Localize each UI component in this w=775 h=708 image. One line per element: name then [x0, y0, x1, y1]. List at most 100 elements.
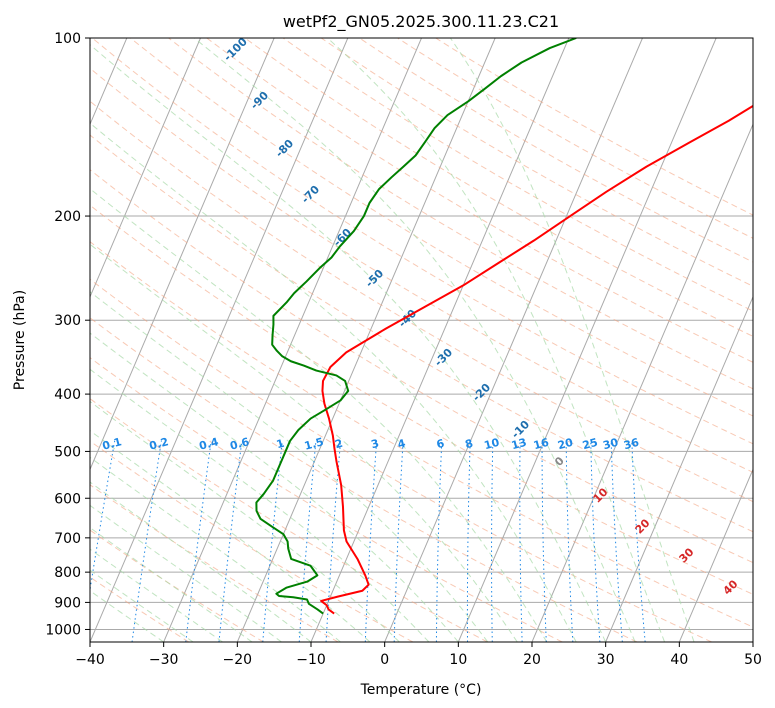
moist-adiabat-line [90, 44, 607, 642]
isotherm-label: -30 [432, 346, 455, 369]
mixing-ratio-label: 16 [532, 436, 550, 453]
mixing-ratio-label: 3 [370, 437, 381, 452]
moist-adiabat-line [90, 291, 489, 642]
mixing-ratio-line [590, 440, 601, 642]
y-tick-label: 500 [54, 444, 81, 460]
isotherm-line [605, 295, 753, 642]
mixing-ratio-label: 8 [464, 437, 475, 452]
y-tick-label: 100 [54, 31, 81, 47]
moist-adiabat-line [449, 38, 695, 642]
dry-adiabat-grid [90, 38, 753, 642]
mixing-ratio-line [631, 440, 646, 642]
mixing-ratio-label: 20 [556, 436, 574, 453]
moist-adiabat-line [90, 243, 518, 642]
mixing-ratio-line [610, 440, 623, 642]
dry-adiabat-label: 20 [633, 516, 653, 536]
y-tick-label: 200 [54, 209, 81, 225]
mixing-ratio-line [131, 440, 162, 642]
dry-adiabat-line [90, 241, 753, 628]
dry-adiabat-line [90, 398, 488, 642]
mixing-ratio-line [262, 440, 283, 642]
moist-adiabat-line [90, 504, 282, 642]
mixing-ratio-label: 36 [622, 436, 640, 453]
x-axis: −40 −30 −20 −10 0 10 20 30 40 50 [75, 642, 762, 668]
mixing-ratio-label: 1 [275, 437, 286, 452]
x-tick-label: −10 [296, 652, 326, 668]
moist-adiabat-line [90, 122, 577, 642]
dry-adiabat-line [90, 100, 753, 503]
moist-adiabat-line [90, 368, 430, 642]
isotherm-label: -50 [363, 267, 386, 290]
moist-adiabat-grid [90, 38, 695, 642]
x-tick-label: −20 [223, 652, 253, 668]
moist-adiabat-line [90, 430, 371, 642]
mixing-ratio-line [519, 440, 523, 642]
mixing-ratio-line [435, 440, 443, 642]
mixing-ratio-label: 25 [581, 436, 599, 453]
dry-adiabat-line [90, 204, 753, 595]
moist-adiabat-line [90, 400, 400, 642]
y-tick-label: 400 [54, 387, 81, 403]
dry-adiabat-line [90, 440, 414, 642]
mixing-ratio-label: 1.5 [303, 435, 325, 453]
x-tick-label: 10 [449, 652, 467, 668]
y-tick-label: 900 [54, 595, 81, 611]
isotherm-line [531, 123, 753, 642]
mixing-ratio-line [541, 440, 547, 642]
mixing-ratio-label: 10 [483, 436, 501, 453]
y-tick-label: 700 [54, 531, 81, 547]
dry-adiabat-line [435, 38, 753, 216]
isotherm-label: -100 [221, 35, 250, 64]
mixing-ratio-line [325, 440, 342, 642]
y-axis: 100 200 300 400 500 600 700 800 900 1000 [45, 31, 90, 638]
dry-adiabat-line [90, 357, 563, 642]
mixing-ratio-label: 0.2 [148, 435, 170, 453]
moist-adiabat-line [90, 527, 253, 642]
mixing-ratio-label: 13 [510, 436, 528, 453]
mixing-ratio-line [90, 440, 116, 593]
dry-adiabat-label: 30 [677, 545, 697, 565]
moist-adiabat-line [90, 569, 194, 642]
mixing-ratio-label: 0.1 [101, 435, 123, 453]
plot-frame [89, 37, 754, 643]
mixing-ratio-line [364, 440, 378, 642]
isotherm-line [163, 38, 422, 642]
isotherm-line [457, 38, 717, 642]
moist-adiabat-line [90, 332, 459, 642]
chart-title: wetPf2_GN05.2025.300.11.23.C21 [283, 12, 559, 32]
mixing-ratio-label: 0.6 [229, 435, 252, 453]
moist-adiabat-line [90, 188, 548, 642]
isotherm-line [90, 38, 201, 299]
x-tick-label: 30 [597, 652, 615, 668]
mixing-ratio-grid [90, 440, 646, 642]
x-tick-label: −40 [75, 652, 105, 668]
isobar-grid [90, 38, 753, 630]
mixing-ratio-line [491, 440, 494, 642]
temperature-line [320, 104, 753, 615]
moist-adiabat-line [327, 38, 666, 642]
isotherm-label: -10 [509, 418, 532, 441]
isotherm-label: -70 [299, 183, 322, 206]
mixing-ratio-line [393, 440, 404, 642]
x-tick-label: 0 [380, 652, 389, 668]
dry-adiabat-line [90, 134, 753, 533]
mixing-ratio-line [218, 440, 243, 642]
dry-adiabat-line [168, 38, 753, 390]
dry-adiabat-line [90, 278, 712, 642]
y-tick-label: 300 [54, 313, 81, 329]
dry-adiabat-line [91, 38, 753, 445]
mixing-ratio-label: 0.4 [198, 435, 221, 453]
profile-series [255, 38, 753, 615]
moist-adiabat-line [90, 548, 223, 642]
y-tick-label: 800 [54, 565, 81, 581]
mixing-ratio-line [298, 440, 317, 642]
isotherm-line [678, 468, 753, 642]
mixing-ratio-label: 6 [435, 437, 446, 452]
mixing-ratio-label: 30 [602, 436, 620, 453]
grid-labels: 0.1 0.2 0.4 0.6 1 1.5 2 3 4 6 8 10 13 16 20 25 30 36-100-… [101, 35, 741, 598]
dry-adiabat-line [90, 169, 753, 564]
mixing-ratio-label: 2 [333, 437, 344, 452]
moist-adiabat-line [90, 590, 164, 642]
dry-adiabat-line [130, 38, 753, 417]
